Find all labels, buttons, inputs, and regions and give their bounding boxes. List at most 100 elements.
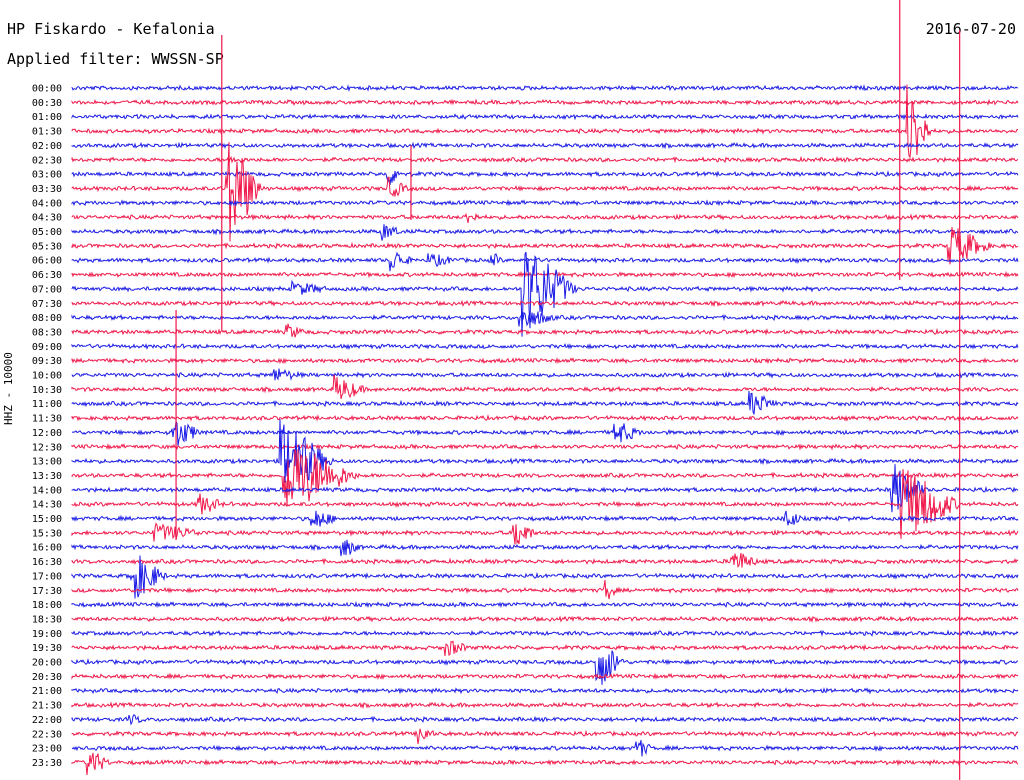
time-tick-label: 14:30	[32, 500, 62, 511]
time-tick-label: 10:30	[32, 385, 62, 396]
time-tick-label: 07:30	[32, 299, 62, 310]
time-tick-label: 02:00	[32, 141, 62, 152]
trace-row	[71, 449, 1019, 507]
time-tick-label: 23:00	[32, 744, 62, 755]
trace-row	[71, 251, 1019, 272]
trace-row	[71, 227, 1019, 265]
time-tick-label: 00:00	[32, 84, 62, 95]
trace-row	[71, 464, 1019, 513]
time-tick-label: 01:00	[32, 112, 62, 123]
time-tick-label: 03:00	[32, 170, 62, 181]
trace-row	[71, 443, 1019, 451]
time-tick-label: 02:30	[32, 155, 62, 166]
time-tick-label: 12:00	[32, 428, 62, 439]
time-tick-label: 19:30	[32, 643, 62, 654]
trace-row	[71, 419, 1019, 483]
time-tick-label: 14:00	[32, 485, 62, 496]
trace-row	[71, 224, 1019, 241]
time-tick-label: 16:30	[32, 557, 62, 568]
time-tick-label: 05:00	[32, 227, 62, 238]
time-tick-labels: 00:00 00:30 01:00 01:30 02:00 02:30 03:00 03:30…	[32, 84, 62, 769]
trace-row	[71, 629, 1019, 637]
time-tick-label: 09:30	[32, 356, 62, 367]
time-tick-label: 18:00	[32, 600, 62, 611]
time-tick-label: 16:00	[32, 543, 62, 554]
time-tick-label: 15:00	[32, 514, 62, 525]
trace-row	[71, 701, 1019, 710]
time-tick-label: 23:30	[32, 758, 62, 769]
time-tick-label: 11:30	[32, 414, 62, 425]
time-tick-label: 20:00	[32, 658, 62, 669]
time-tick-label: 08:00	[32, 313, 62, 324]
trace-row	[71, 522, 1019, 545]
trace-row	[71, 212, 1019, 224]
time-tick-label: 20:30	[32, 672, 62, 683]
time-tick-label: 13:00	[32, 457, 62, 468]
time-tick-label: 01:30	[32, 127, 62, 138]
trace-row	[71, 113, 1019, 121]
trace-row	[71, 170, 1019, 186]
trace-row	[71, 713, 1019, 726]
trace-row	[71, 555, 1019, 599]
time-tick-label: 07:00	[32, 284, 62, 295]
trace-row	[71, 251, 1019, 337]
time-tick-label: 03:30	[32, 184, 62, 195]
trace-row	[71, 390, 1019, 415]
time-tick-label: 11:00	[32, 399, 62, 410]
trace-row	[71, 640, 1019, 657]
time-tick-label: 06:00	[32, 256, 62, 267]
time-tick-label: 12:30	[32, 442, 62, 453]
trace-row	[71, 740, 1019, 757]
trace-row	[71, 539, 1019, 557]
time-tick-label: 08:30	[32, 327, 62, 338]
trace-row	[71, 600, 1019, 609]
trace-row	[71, 323, 1019, 338]
time-tick-label: 10:00	[32, 371, 62, 382]
time-tick-label: 06:30	[32, 270, 62, 281]
time-tick-label: 17:30	[32, 586, 62, 597]
trace-row	[71, 84, 1018, 159]
time-tick-label: 18:30	[32, 614, 62, 625]
date-label: 2016-07-20	[925, 20, 1016, 38]
trace-row	[71, 343, 1019, 351]
time-tick-label: 17:00	[32, 571, 62, 582]
trace-row	[71, 687, 1019, 695]
trace-row	[71, 650, 1019, 685]
trace-row	[71, 469, 1019, 539]
trace-row	[71, 368, 1019, 381]
trace-row	[71, 615, 1019, 623]
trace-row	[71, 142, 1019, 242]
time-tick-label: 04:00	[32, 198, 62, 209]
trace-row	[71, 199, 1019, 207]
time-tick-label: 15:30	[32, 528, 62, 539]
trace-row	[71, 311, 1019, 327]
trace-row	[71, 552, 1019, 569]
time-tick-label: 04:30	[32, 213, 62, 224]
trace-row	[71, 141, 1019, 150]
time-tick-label: 19:00	[32, 629, 62, 640]
trace-row	[71, 98, 1019, 107]
trace-row	[71, 579, 1019, 600]
trace-row	[71, 752, 1019, 776]
time-tick-label: 00:30	[32, 98, 62, 109]
time-tick-label: 22:30	[32, 729, 62, 740]
trace-row	[71, 356, 1019, 365]
trace-row	[71, 414, 1019, 422]
trace-row	[71, 728, 1019, 745]
trace-row	[71, 299, 1019, 308]
trace-row	[71, 270, 1019, 279]
trace-row	[71, 672, 1019, 680]
time-tick-label: 21:00	[32, 686, 62, 697]
spike-lines	[175, 0, 961, 780]
trace-row	[71, 419, 1019, 447]
time-tick-label: 13:30	[32, 471, 62, 482]
time-tick-label: 22:00	[32, 715, 62, 726]
time-tick-label: 05:30	[32, 241, 62, 252]
time-tick-label: 21:30	[32, 701, 62, 712]
trace-row	[71, 510, 1019, 527]
trace-row	[71, 374, 1019, 400]
seismic-traces	[71, 84, 1019, 776]
filter-label: Applied filter: WWSSN-SP	[7, 50, 224, 68]
time-tick-label: 09:00	[32, 342, 62, 353]
